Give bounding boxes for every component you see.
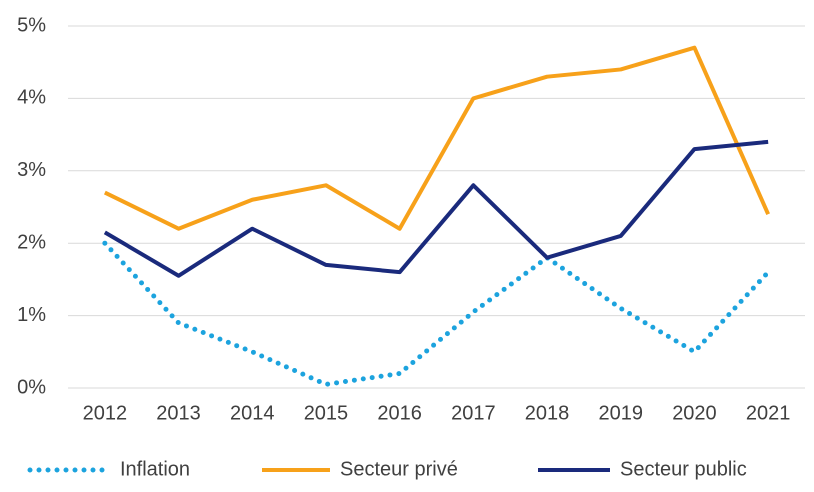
x-tick-label: 2015 — [304, 402, 349, 424]
y-tick-label: 1% — [17, 304, 46, 326]
series-line — [103, 139, 769, 278]
y-tick-label: 4% — [17, 87, 46, 109]
x-tick-label: 2012 — [83, 402, 128, 424]
y-tick-label: 2% — [17, 231, 46, 253]
legend-label: Secteur privé — [340, 458, 458, 480]
legend-label: Secteur public — [620, 458, 747, 480]
y-tick-label: 0% — [17, 376, 46, 398]
x-tick-label: 2018 — [525, 402, 570, 424]
x-tick-label: 2013 — [156, 402, 201, 424]
legend-label: Inflation — [120, 458, 190, 480]
series-line — [103, 45, 770, 231]
x-tick-label: 2021 — [746, 402, 791, 424]
series-line — [102, 240, 771, 387]
x-tick-label: 2017 — [451, 402, 496, 424]
x-tick-label: 2014 — [230, 402, 275, 424]
x-tick-label: 2019 — [599, 402, 644, 424]
y-tick-label: 3% — [17, 159, 46, 181]
x-tick-label: 2016 — [377, 402, 422, 424]
x-tick-label: 2020 — [672, 402, 717, 424]
y-tick-label: 5% — [17, 14, 46, 36]
